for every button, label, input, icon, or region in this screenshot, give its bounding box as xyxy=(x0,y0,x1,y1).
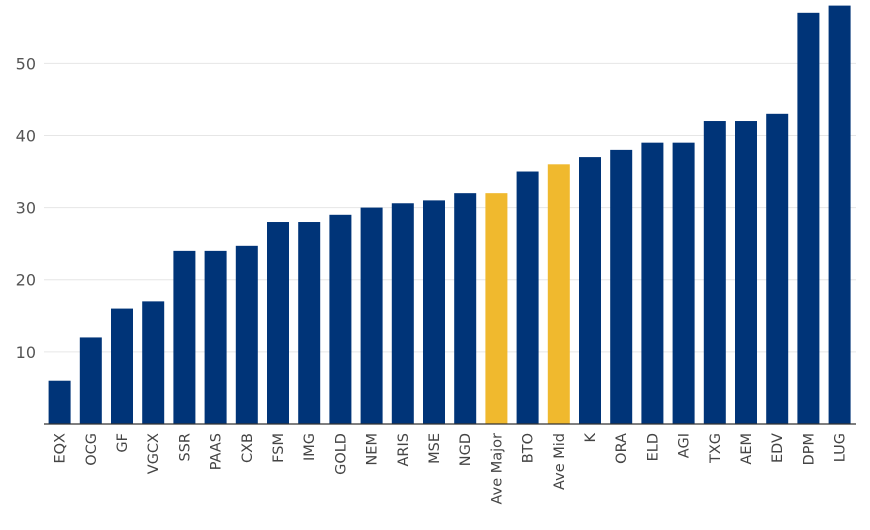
x-category-label: NEM xyxy=(365,433,381,466)
bar-cxb xyxy=(235,245,258,424)
x-category-label: NGD xyxy=(458,433,474,466)
bar-ora xyxy=(610,149,633,424)
bar-dpm xyxy=(797,12,820,424)
bar-ave-major xyxy=(485,193,508,424)
y-axis-tick-labels: 10 20 30 40 50 xyxy=(16,54,36,362)
x-category-label: SSR xyxy=(177,433,193,461)
x-category-label: FSM xyxy=(271,433,287,463)
bar-ssr xyxy=(173,250,196,424)
x-category-label: Ave Mid xyxy=(552,433,568,490)
x-category-label: CXB xyxy=(240,433,256,463)
bar-aem xyxy=(735,121,757,425)
x-category-label: EDV xyxy=(770,433,786,463)
bar-edv xyxy=(766,113,789,425)
bar-img xyxy=(298,222,321,424)
bars xyxy=(48,5,851,425)
bar-agi xyxy=(672,142,695,424)
x-axis-category-labels: EQX OCG GF VGCX SSR PAAS CXB FSM IMG GOLD NEM ARIS M… xyxy=(53,433,849,505)
x-category-label: PAAS xyxy=(209,433,225,470)
x-category-label: K xyxy=(583,433,599,443)
bar-aris xyxy=(391,203,414,424)
bar-lug xyxy=(828,5,851,424)
bar-vgcx xyxy=(142,301,165,424)
x-category-label: BTO xyxy=(521,433,537,463)
x-category-label: MSE xyxy=(427,433,443,464)
x-category-label: LUG xyxy=(833,433,849,462)
bar-eld xyxy=(641,142,664,424)
x-category-label: AGI xyxy=(677,433,693,458)
bar-gf xyxy=(111,308,133,424)
bar-ave-mid xyxy=(547,164,570,425)
x-category-label: VGCX xyxy=(146,433,162,474)
y-tick-label: 20 xyxy=(16,271,36,290)
x-category-label: EQX xyxy=(53,433,69,464)
x-category-label: ORA xyxy=(614,433,630,464)
grid-lines xyxy=(44,62,856,353)
y-tick-label: 40 xyxy=(16,126,36,145)
bar-txg xyxy=(703,121,726,425)
bar-ocg xyxy=(79,337,102,424)
x-category-label: ELD xyxy=(645,433,661,461)
bar-fsm xyxy=(267,222,289,424)
bar-mse xyxy=(423,200,445,424)
x-category-label: DPM xyxy=(801,433,817,465)
x-category-label: OCG xyxy=(84,433,100,466)
x-category-label: Ave Major xyxy=(489,433,505,504)
x-category-label: IMG xyxy=(302,433,318,461)
x-category-label: GOLD xyxy=(333,433,349,475)
y-tick-label: 50 xyxy=(16,54,36,73)
bar-paas xyxy=(204,250,227,424)
x-category-label: TXG xyxy=(708,433,724,464)
x-category-label: ARIS xyxy=(396,433,412,466)
bar-k xyxy=(579,157,601,425)
bar-nem xyxy=(360,207,383,424)
y-tick-label: 10 xyxy=(16,343,36,362)
y-tick-label: 30 xyxy=(16,199,36,218)
x-category-label: AEM xyxy=(739,433,755,465)
bar-eqx xyxy=(48,380,71,424)
bar-gold xyxy=(329,214,352,424)
bar-bto xyxy=(516,171,539,424)
bar-ngd xyxy=(454,193,477,424)
x-category-label: GF xyxy=(115,433,131,453)
